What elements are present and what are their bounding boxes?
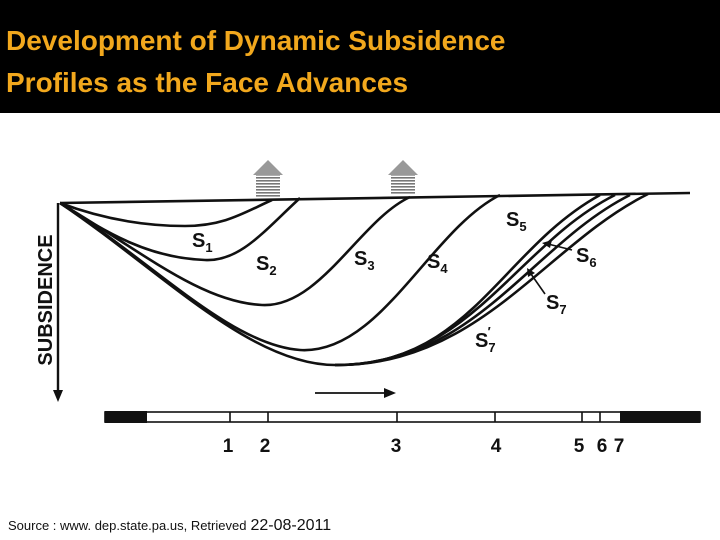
text: Source : www. dep.state.pa.us, Retrieved xyxy=(8,518,246,533)
profile-curve xyxy=(59,198,273,228)
text: 22-08-2011 xyxy=(250,517,331,534)
curve-label: S4 xyxy=(427,251,448,276)
text: ′ xyxy=(488,324,491,339)
text: S xyxy=(475,330,488,352)
up-arrow xyxy=(253,160,283,197)
text: 7 xyxy=(488,340,495,355)
text: S xyxy=(576,245,589,267)
curve-label: S6 xyxy=(576,245,597,270)
pointer xyxy=(547,243,573,251)
curve-label: S2 xyxy=(256,253,277,278)
text: S xyxy=(192,230,205,252)
pointer-head xyxy=(527,268,535,277)
text: 4 xyxy=(440,261,448,276)
text: S xyxy=(506,209,519,231)
content-panel xyxy=(0,113,720,540)
text: 1 xyxy=(205,240,212,255)
text: 6 xyxy=(589,255,596,270)
advance-arrow-head xyxy=(384,388,396,398)
pointer-head xyxy=(542,240,552,248)
bar-end xyxy=(620,411,700,423)
face-position: 1 xyxy=(223,436,234,457)
axis-label: SUBSIDENCE xyxy=(35,234,57,365)
bar-divisions xyxy=(229,412,601,422)
curve-label: S7 xyxy=(546,292,567,317)
up-arrow xyxy=(388,160,418,195)
text: 3 xyxy=(367,258,374,273)
axis-arrow xyxy=(53,390,63,402)
curve-label: S3 xyxy=(354,248,375,273)
face-position: 3 xyxy=(391,436,402,457)
face-position: 2 xyxy=(260,436,271,457)
curve-label: S7′ xyxy=(475,324,496,355)
face-position: 4 xyxy=(491,436,502,457)
pointer xyxy=(530,273,546,295)
bar-end xyxy=(105,411,147,423)
title-line: Development of Dynamic Subsidence xyxy=(6,25,505,56)
panel-bar xyxy=(104,411,701,423)
text: 2 xyxy=(269,263,276,278)
face-position: 5 xyxy=(574,436,585,457)
text: 7 xyxy=(559,302,566,317)
title-line: Profiles as the Face Advances xyxy=(6,67,408,98)
source: Source : www. dep.state.pa.us, Retrieved… xyxy=(8,517,331,534)
diagram: SUBSIDENCE S1 S2 S3 xyxy=(35,160,701,457)
ground-surface xyxy=(59,191,691,205)
profile-curve xyxy=(59,195,411,307)
text: S xyxy=(427,251,440,273)
text: 5 xyxy=(519,219,526,234)
face-position: 6 xyxy=(597,436,608,457)
curve-label: S1 xyxy=(192,230,213,255)
text: S xyxy=(256,253,269,275)
profile-curve xyxy=(334,192,649,367)
curve-label: S5 xyxy=(506,209,527,234)
text: S xyxy=(546,292,559,314)
text: S xyxy=(354,248,367,270)
face-position: 7 xyxy=(614,436,625,457)
